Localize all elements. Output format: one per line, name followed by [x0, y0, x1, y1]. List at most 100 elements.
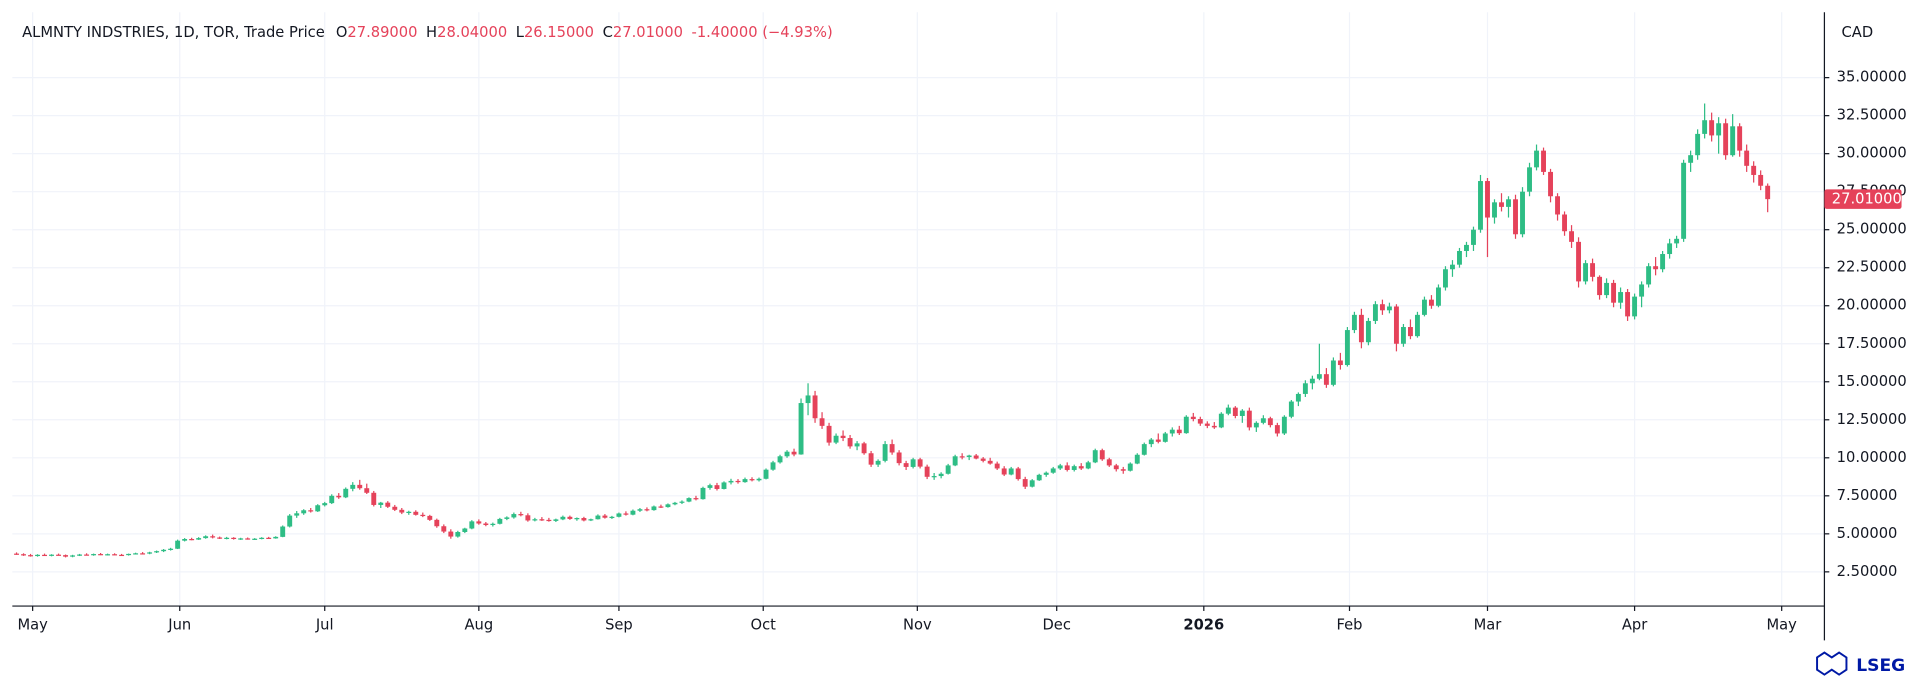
ohlc-value: 27.01000	[613, 24, 683, 41]
candle-body	[21, 554, 26, 556]
candle-body	[1716, 123, 1722, 136]
x-tick-label: May	[1766, 617, 1797, 634]
candle-body	[371, 492, 377, 505]
candle-body	[231, 537, 237, 540]
candle-body	[1225, 407, 1231, 414]
candle-body	[812, 395, 818, 419]
candle-body	[1379, 304, 1385, 311]
candle-body	[763, 469, 769, 479]
candle-body	[1597, 276, 1603, 296]
candle-body	[357, 484, 363, 489]
candle-body	[1436, 287, 1441, 306]
candle-body	[1043, 472, 1049, 475]
candle-body	[616, 513, 622, 517]
candle-body	[1169, 429, 1175, 434]
candle-body	[238, 538, 244, 540]
candle-body	[672, 502, 678, 505]
candle-body	[609, 516, 615, 519]
candle-body	[1078, 466, 1084, 469]
candle-body	[1344, 330, 1350, 366]
candle-body	[756, 478, 762, 481]
candle-body	[266, 537, 272, 540]
candle-body	[1351, 314, 1357, 331]
candle-body	[1001, 468, 1007, 475]
y-tick-label: 12.50000	[1837, 411, 1907, 428]
ohlc-value: 26.15000	[524, 24, 594, 41]
candle-body	[1632, 296, 1638, 317]
candle-body	[315, 505, 321, 512]
candle-body	[14, 553, 19, 555]
candle-body	[770, 462, 776, 470]
candle-body	[210, 536, 216, 538]
candle-body	[623, 513, 629, 515]
y-tick-label: 25.00000	[1837, 221, 1907, 238]
y-tick-label: 2.50000	[1837, 563, 1898, 580]
candle-body	[861, 443, 867, 454]
candle-body	[693, 498, 699, 500]
y-tick-label: 10.00000	[1837, 449, 1907, 466]
candle-body	[336, 495, 342, 498]
brand-text: LSEG	[1856, 656, 1905, 676]
candle-body	[1274, 425, 1280, 434]
candle-body	[651, 506, 657, 511]
candle-body	[1015, 468, 1021, 480]
candle-body	[581, 518, 587, 521]
candle-body	[1204, 423, 1210, 426]
candle-body	[273, 536, 279, 539]
candle-body	[1639, 284, 1645, 297]
candle-body	[511, 514, 517, 518]
candle-body	[77, 554, 83, 556]
x-tick-label: Dec	[1043, 617, 1071, 634]
candle-body	[196, 538, 202, 540]
x-tick-label: Jun	[167, 617, 191, 634]
candle-body	[329, 495, 335, 504]
candle-body	[1267, 418, 1273, 426]
brand-icon	[1816, 651, 1848, 676]
currency: CAD	[1842, 24, 1874, 41]
candle-body	[1414, 314, 1420, 337]
candle-body	[301, 510, 307, 514]
x-tick-label: Aug	[464, 617, 493, 634]
candle-body	[959, 456, 965, 458]
candle-body	[1085, 462, 1091, 469]
candle-body	[1008, 468, 1014, 475]
candle-body	[1492, 202, 1497, 218]
candle-body	[1534, 150, 1539, 168]
candle-body	[91, 554, 97, 556]
candle-body	[1485, 181, 1490, 218]
candle-body	[1022, 479, 1028, 487]
candle-body	[784, 451, 790, 457]
candle-body	[1513, 199, 1518, 235]
candle-body	[574, 518, 580, 520]
candle-body	[560, 516, 566, 520]
candle-body	[840, 435, 846, 439]
candle-body	[1148, 439, 1154, 445]
candle-body	[1365, 320, 1371, 343]
candle-body	[203, 536, 209, 539]
y-tick-label: 32.50000	[1837, 107, 1907, 124]
candle-body	[343, 488, 349, 498]
candle-body	[1625, 292, 1631, 317]
x-tick-label: Jul	[315, 617, 334, 634]
ohlc-key: L	[516, 24, 525, 41]
candle-body	[945, 465, 951, 474]
candle-body	[168, 548, 174, 550]
candle-body	[1323, 374, 1329, 385]
candle-body	[1260, 418, 1266, 423]
y-tick-label: 17.50000	[1837, 335, 1907, 352]
candle-body	[826, 425, 832, 443]
candle-body	[1429, 299, 1434, 306]
candle-body	[294, 513, 300, 516]
candle-body	[1281, 416, 1287, 434]
candle-body	[1618, 292, 1624, 303]
candle-body	[819, 418, 825, 426]
candle-body	[630, 510, 636, 515]
candle-body	[1744, 150, 1750, 166]
y-tick-label: 5.00000	[1837, 525, 1898, 542]
candle-body	[1176, 429, 1182, 434]
candle-body	[441, 526, 447, 532]
candle-body	[980, 458, 986, 461]
candle-body	[896, 452, 902, 464]
candle-body	[70, 555, 76, 557]
candle-body	[973, 455, 979, 459]
